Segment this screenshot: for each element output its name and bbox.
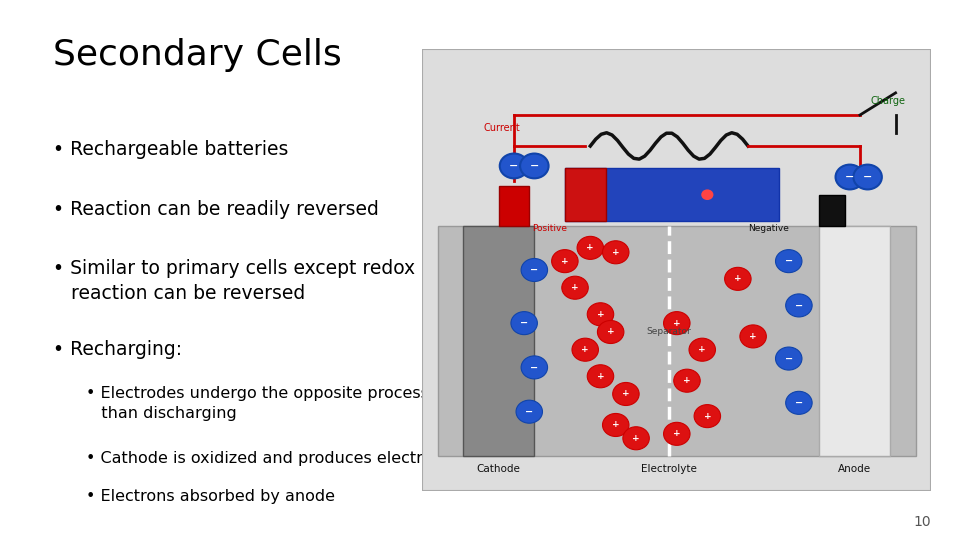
- Circle shape: [577, 237, 604, 259]
- Text: +: +: [684, 376, 691, 385]
- Text: +: +: [597, 372, 604, 381]
- Text: +: +: [699, 345, 706, 354]
- Circle shape: [674, 369, 700, 392]
- Text: −: −: [520, 318, 528, 328]
- Text: +: +: [607, 327, 614, 336]
- Circle shape: [552, 249, 578, 273]
- Text: +: +: [704, 411, 711, 421]
- Bar: [463, 226, 535, 456]
- Text: • Recharging:: • Recharging:: [53, 340, 182, 359]
- Text: • Electrons absorbed by anode: • Electrons absorbed by anode: [86, 489, 335, 504]
- Text: Charge: Charge: [871, 96, 906, 106]
- Bar: [564, 168, 606, 221]
- Circle shape: [520, 153, 548, 178]
- Circle shape: [562, 276, 588, 299]
- Text: −: −: [525, 407, 534, 417]
- Text: −: −: [510, 161, 518, 171]
- Text: +: +: [571, 283, 579, 292]
- Circle shape: [603, 414, 629, 436]
- Text: +: +: [612, 421, 619, 429]
- Bar: [819, 226, 891, 456]
- Bar: [438, 226, 916, 456]
- Circle shape: [572, 338, 598, 361]
- Circle shape: [597, 320, 624, 343]
- Circle shape: [623, 427, 649, 450]
- Circle shape: [588, 364, 613, 388]
- Text: +: +: [673, 319, 681, 328]
- Circle shape: [785, 294, 812, 317]
- Text: • Similar to primary cells except redox
   reaction can be reversed: • Similar to primary cells except redox …: [53, 259, 415, 303]
- Text: • Reaction can be readily reversed: • Reaction can be readily reversed: [53, 200, 378, 219]
- Text: +: +: [750, 332, 756, 341]
- Bar: [499, 186, 529, 226]
- Text: +: +: [587, 244, 594, 252]
- Text: −: −: [795, 300, 803, 310]
- Text: • Electrodes undergo the opposite process
   than discharging: • Electrodes undergo the opposite proces…: [86, 386, 429, 421]
- Text: • Cathode is oxidized and produces electrons: • Cathode is oxidized and produces elect…: [86, 451, 451, 466]
- Text: Positive: Positive: [532, 224, 567, 233]
- Text: −: −: [784, 256, 793, 266]
- Circle shape: [776, 347, 802, 370]
- Circle shape: [835, 165, 864, 190]
- Bar: [564, 168, 779, 221]
- Text: −: −: [530, 362, 539, 373]
- Circle shape: [663, 422, 690, 446]
- Circle shape: [785, 392, 812, 414]
- Text: Secondary Cells: Secondary Cells: [53, 38, 342, 72]
- Text: −: −: [795, 398, 803, 408]
- Text: +: +: [597, 310, 604, 319]
- Circle shape: [588, 303, 613, 326]
- Circle shape: [612, 382, 639, 406]
- Text: Anode: Anode: [838, 464, 872, 474]
- Text: −: −: [784, 354, 793, 363]
- Text: 10: 10: [914, 515, 931, 529]
- Bar: [819, 195, 845, 226]
- Circle shape: [603, 241, 629, 264]
- Circle shape: [776, 249, 802, 273]
- Text: −: −: [530, 161, 539, 171]
- Text: Current: Current: [484, 123, 520, 133]
- Circle shape: [694, 404, 721, 428]
- Circle shape: [740, 325, 766, 348]
- Text: +: +: [633, 434, 640, 443]
- Circle shape: [521, 356, 547, 379]
- Text: −: −: [530, 265, 539, 275]
- Circle shape: [701, 190, 713, 200]
- Circle shape: [725, 267, 751, 291]
- Text: +: +: [734, 274, 742, 284]
- Circle shape: [689, 338, 715, 361]
- Circle shape: [516, 400, 542, 423]
- Circle shape: [521, 259, 547, 281]
- Text: −: −: [845, 172, 854, 182]
- Text: +: +: [582, 345, 589, 354]
- Text: Separator: Separator: [647, 327, 691, 336]
- Text: Electrolyte: Electrolyte: [641, 464, 697, 474]
- Text: • Rechargeable batteries: • Rechargeable batteries: [53, 140, 288, 159]
- Text: +: +: [673, 429, 681, 438]
- Circle shape: [663, 312, 690, 335]
- Circle shape: [853, 165, 882, 190]
- Text: Cathode: Cathode: [477, 464, 520, 474]
- Circle shape: [500, 153, 528, 178]
- Text: Negative: Negative: [748, 224, 789, 233]
- Text: +: +: [561, 256, 568, 266]
- Text: +: +: [612, 248, 619, 257]
- Text: −: −: [863, 172, 873, 182]
- Text: +: +: [622, 389, 630, 399]
- Circle shape: [511, 312, 538, 335]
